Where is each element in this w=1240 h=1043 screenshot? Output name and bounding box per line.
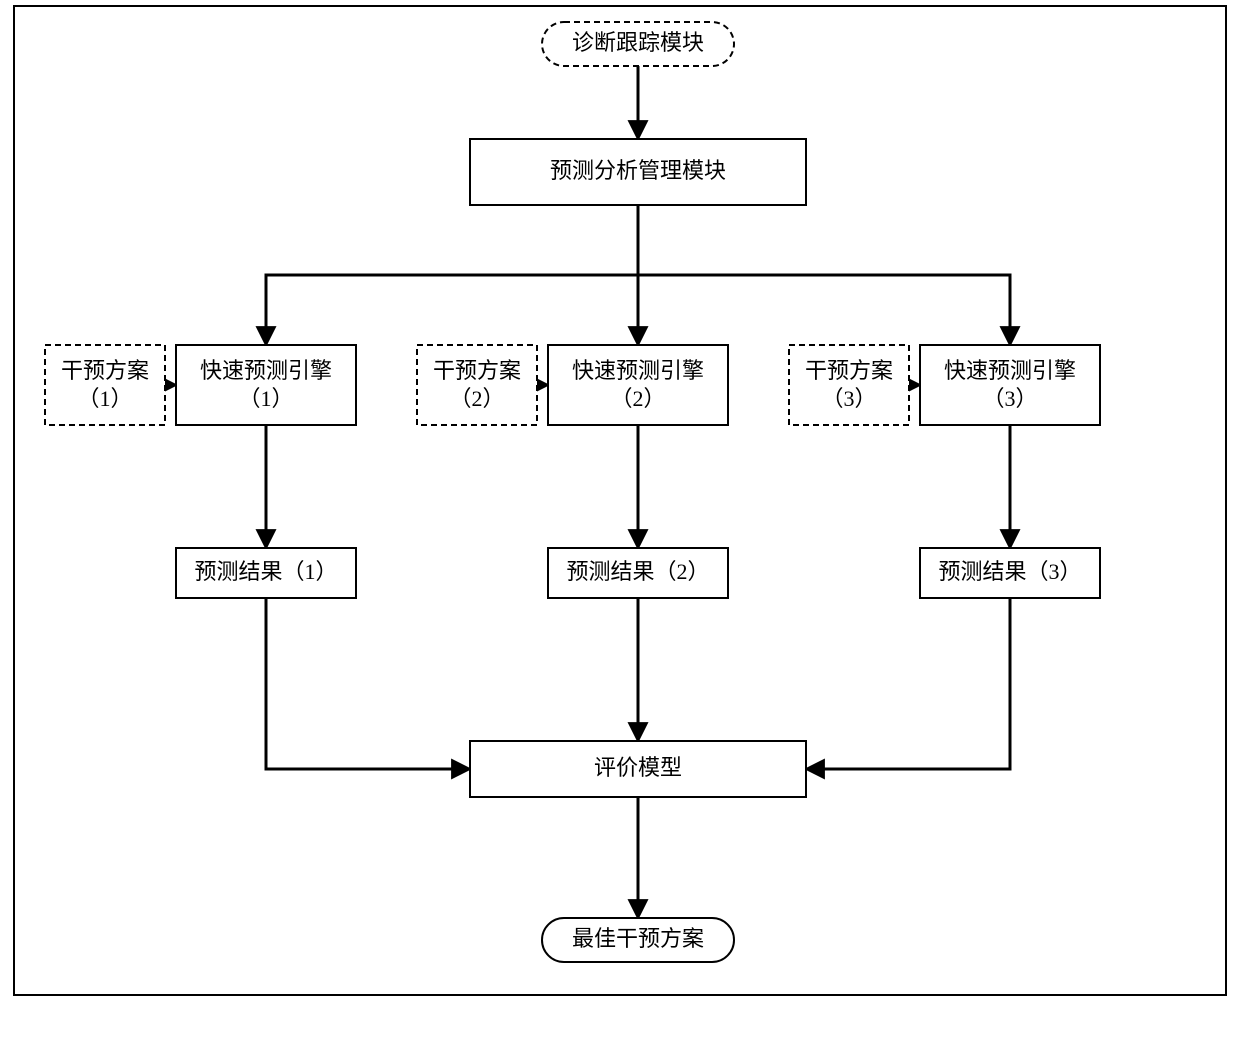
node-eng3-label2: （3） (982, 386, 1037, 411)
node-diag-label: 诊断跟踪模块 (572, 30, 704, 55)
node-int1-label1: 干预方案 (61, 358, 149, 383)
edge-1 (266, 205, 638, 345)
node-best: 最佳干预方案 (542, 918, 734, 962)
node-int3-label1: 干预方案 (805, 358, 893, 383)
node-mgmt: 预测分析管理模块 (470, 139, 806, 205)
edge-12 (806, 598, 1010, 769)
node-int3: 干预方案 （3） (789, 345, 909, 425)
node-eval-label: 评价模型 (594, 755, 682, 780)
node-mgmt-label: 预测分析管理模块 (550, 158, 726, 183)
node-eng2-label2: （2） (610, 386, 665, 411)
node-eng1-label1: 快速预测引擎 (200, 358, 332, 383)
node-eng2-label1: 快速预测引擎 (572, 358, 704, 383)
node-best-label: 最佳干预方案 (572, 926, 704, 951)
node-res2-label: 预测结果（2） (566, 559, 709, 584)
node-eng3: 快速预测引擎 （3） (920, 345, 1100, 425)
node-eng1-label2: （1） (238, 386, 293, 411)
node-eval: 评价模型 (470, 741, 806, 797)
node-res1: 预测结果（1） (176, 548, 356, 598)
node-res1-label: 预测结果（1） (194, 559, 337, 584)
node-diag: 诊断跟踪模块 (542, 22, 734, 66)
node-eng3-label1: 快速预测引擎 (944, 358, 1076, 383)
node-eng2: 快速预测引擎 （2） (548, 345, 728, 425)
node-res3-label: 预测结果（3） (938, 559, 1081, 584)
node-res3: 预测结果（3） (920, 548, 1100, 598)
node-int2: 干预方案 （2） (417, 345, 537, 425)
node-int3-label2: （3） (821, 386, 876, 411)
node-int2-label2: （2） (449, 386, 504, 411)
node-int2-label1: 干预方案 (433, 358, 521, 383)
edge-10 (266, 598, 470, 769)
node-eng1: 快速预测引擎 （1） (176, 345, 356, 425)
node-res2: 预测结果（2） (548, 548, 728, 598)
node-int1: 干预方案 （1） (45, 345, 165, 425)
node-int1-label2: （1） (77, 386, 132, 411)
edge-3 (638, 205, 1010, 345)
